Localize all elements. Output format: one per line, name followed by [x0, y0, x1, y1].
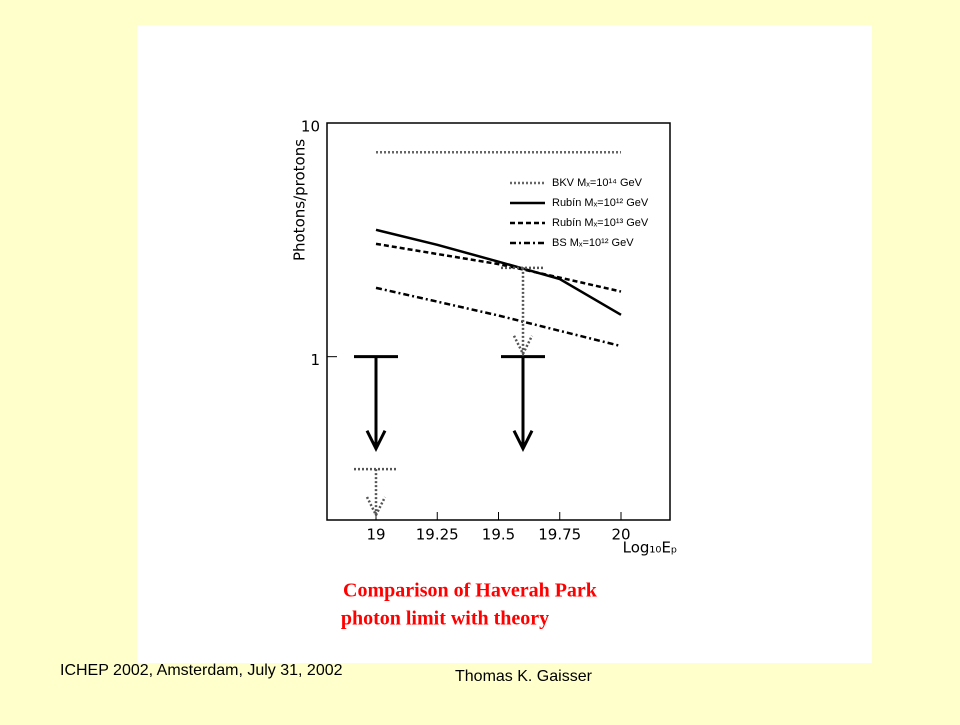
- panel: [137, 25, 872, 663]
- x-axis-label: Log₁₀Eₚ: [623, 539, 678, 557]
- caption: photon limit with theory: [341, 608, 549, 630]
- series-line: [375, 242, 622, 293]
- y-axis-label: Photons/protons: [291, 139, 309, 261]
- x-tick-label: 19.25: [416, 526, 459, 544]
- legend-label: BKV Mₓ=10¹⁴ GeV: [552, 177, 643, 189]
- legend-label: Rubín Mₓ=10¹³ GeV: [552, 217, 649, 229]
- x-tick-label: 19: [366, 526, 385, 544]
- limit-arrowhead: [365, 496, 387, 518]
- limit-arrowhead: [512, 335, 534, 357]
- x-tick-label: 19.75: [538, 526, 581, 544]
- x-tick-label: 20: [611, 526, 630, 544]
- legend-label: Rubín Mₓ=10¹² GeV: [552, 197, 649, 209]
- y-tick-label: 1: [310, 351, 320, 369]
- footer-left: ICHEP 2002, Amsterdam, July 31, 2002: [60, 662, 343, 679]
- limit-arrowhead: [512, 430, 534, 453]
- x-tick-label: 19.5: [482, 526, 515, 544]
- y-tick-label: 10: [301, 118, 320, 136]
- caption: Comparison of Haverah Park: [343, 580, 598, 602]
- limit-arrowhead: [365, 430, 387, 453]
- footer-right: Thomas K. Gaisser: [455, 668, 593, 685]
- series-line: [375, 228, 622, 316]
- legend-label: BS Mₓ=10¹² GeV: [552, 237, 634, 249]
